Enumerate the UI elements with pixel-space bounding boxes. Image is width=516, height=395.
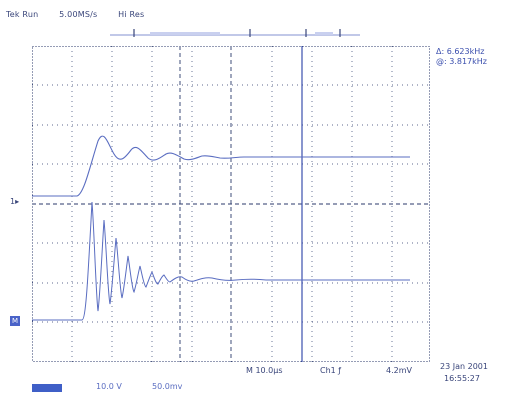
ch2-scale: 50.0mv [152, 382, 183, 391]
cursor-readout: Δ: 6.623kHz @: 3.817kHz [436, 47, 487, 67]
waveform-graticule [32, 46, 430, 362]
acquisition-mode: Hi Res [118, 10, 145, 19]
cursor-delta: Δ: 6.623kHz [436, 47, 485, 56]
ch1-trace [32, 135, 410, 197]
run-status: Tek Run [6, 10, 39, 19]
ch1-scale: 10.0 V [96, 382, 122, 391]
cursor-position: @: 3.817kHz [436, 57, 487, 66]
scope-display [32, 46, 430, 362]
sample-rate: 5.00MS/s [59, 10, 98, 19]
timebase-readout: M 10.0µs [246, 366, 283, 375]
time-readout: 16:55:27 [444, 374, 480, 383]
acquisition-header: Tek Run 5.00MS/s Hi Res [6, 10, 162, 19]
ch2-ground-marker: M [10, 316, 21, 326]
trigger-level: 4.2mV [386, 366, 412, 375]
date-readout: 23 Jan 2001 [440, 362, 488, 371]
ch1-ground-marker: 1▸ [10, 197, 20, 206]
ch2-trace [32, 201, 410, 321]
record-view-bar [110, 29, 360, 37]
ch1-indicator [32, 384, 62, 392]
trigger-source: Ch1 ƒ [320, 366, 342, 375]
